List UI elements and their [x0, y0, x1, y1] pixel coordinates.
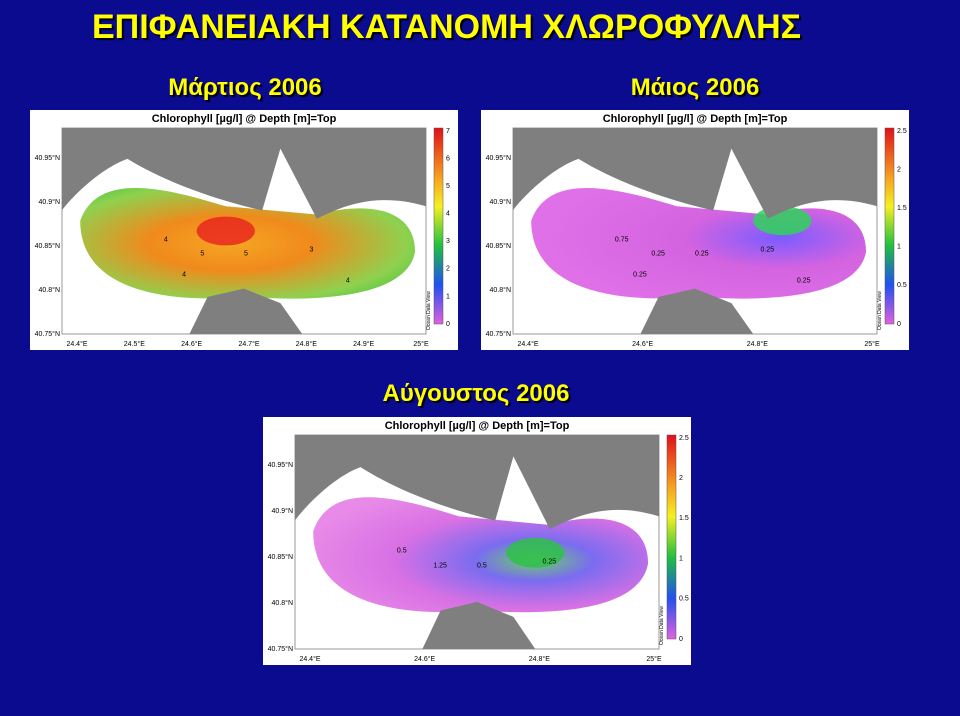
colorbar-label: 6 — [446, 155, 450, 162]
map-panel: Chlorophyll [µg/l] @ Depth [m]=Top 0.75 0.… — [481, 110, 909, 350]
map-subtitle: Μάιος 2006 — [630, 74, 760, 101]
lat-label: 40.9°N — [39, 198, 60, 206]
contour-label: 3 — [310, 247, 314, 254]
colorbar-label: 2 — [897, 166, 901, 173]
hotspot — [196, 216, 255, 246]
contour-label: 5 — [200, 251, 204, 258]
map-panel: Chlorophyll [µg/l] @ Depth [m]=Top 0.5 1.2… — [263, 417, 691, 665]
lon-label: 24.8°E — [529, 655, 550, 663]
colorbar-label: 0 — [446, 321, 450, 328]
colorbar-label: 3 — [446, 238, 450, 245]
credit: Ocean Data View — [877, 291, 883, 330]
colorbar-label: 1 — [446, 293, 450, 300]
credit: Ocean Data View — [426, 291, 432, 330]
map-panel: Chlorophyll [µg/l] @ Depth [m]=Top 4 5 5 3 4 4… — [30, 110, 458, 350]
map-subtitle: Μάρτιος 2006 — [168, 74, 322, 101]
colorbar-label: 1.5 — [679, 515, 689, 522]
lat-label: 40.9°N — [272, 507, 293, 515]
land — [640, 288, 754, 334]
lat-label: 40.8°N — [272, 599, 293, 607]
lon-label: 24.8°E — [747, 340, 768, 348]
colorbar-label: 0 — [897, 321, 901, 328]
contour-label: 5 — [244, 251, 248, 258]
contour-label: 0.5 — [477, 563, 487, 570]
lon-label: 25°E — [413, 340, 429, 348]
map-title: Chlorophyll [µg/l] @ Depth [m]=Top — [152, 113, 337, 125]
land — [62, 128, 426, 219]
colorbar-label: 0.5 — [897, 282, 907, 289]
lat-label: 40.75°N — [268, 645, 293, 653]
lon-label: 24.6°E — [414, 655, 435, 663]
colorbar-label: 1 — [897, 244, 901, 251]
lat-label: 40.9°N — [490, 198, 511, 206]
credit: Ocean Data View — [659, 606, 665, 645]
lon-label: 24.7°E — [238, 340, 259, 348]
land — [189, 288, 303, 334]
colorbar-label: 2 — [446, 266, 450, 273]
colorbar-label: 2.5 — [897, 128, 907, 135]
land — [513, 128, 877, 219]
contour-label: 4 — [346, 278, 350, 285]
map-title: Chlorophyll [µg/l] @ Depth [m]=Top — [603, 113, 788, 125]
water-field — [80, 187, 416, 299]
contour-label: 0.25 — [695, 251, 709, 258]
contour-label: 1.25 — [433, 563, 447, 570]
lat-label: 40.75°N — [35, 330, 60, 338]
colorbar-label: 0.5 — [679, 596, 689, 603]
slide-title: ΕΠΙΦΑΝΕΙΑΚΗ ΚΑΤΑΝΟΜΗ ΧΛΩΡΟΦΥΛΛΗΣ — [92, 8, 802, 46]
lat-label: 40.95°N — [268, 461, 293, 469]
contour-label: 0.25 — [761, 247, 775, 254]
colorbar-label: 2.5 — [679, 435, 689, 442]
lon-label: 25°E — [864, 340, 880, 348]
land — [295, 435, 659, 530]
lat-label: 40.85°N — [486, 242, 511, 250]
map-subtitle: Αύγουστος 2006 — [382, 380, 570, 407]
lat-label: 40.95°N — [486, 154, 511, 162]
colorbar — [433, 127, 444, 325]
lat-label: 40.85°N — [268, 553, 293, 561]
lon-label: 24.9°E — [353, 340, 374, 348]
contour-label: 0.25 — [543, 558, 557, 565]
lon-label: 24.4°E — [66, 340, 87, 348]
lat-label: 40.95°N — [35, 154, 60, 162]
colorbar-label: 5 — [446, 183, 450, 190]
colorbar-label: 4 — [446, 211, 450, 218]
colorbar-label: 2 — [679, 475, 683, 482]
contour-label: 4 — [182, 271, 186, 278]
lon-label: 24.8°E — [296, 340, 317, 348]
contour-label: 0.75 — [615, 236, 629, 243]
land — [422, 601, 536, 649]
hotspot — [506, 537, 565, 568]
map-title: Chlorophyll [µg/l] @ Depth [m]=Top — [385, 420, 570, 432]
contour-label: 0.5 — [397, 548, 407, 555]
colorbar — [666, 434, 677, 640]
colorbar — [884, 127, 895, 325]
contour-label: 4 — [164, 236, 168, 243]
lat-label: 40.75°N — [486, 330, 511, 338]
colorbar-label: 1 — [679, 555, 683, 562]
contour-label: 0.25 — [633, 271, 647, 278]
lon-label: 25°E — [646, 655, 662, 663]
colorbar-label: 7 — [446, 128, 450, 135]
colorbar-label: 1.5 — [897, 205, 907, 212]
contour-label: 0.25 — [797, 278, 811, 285]
lon-label: 24.6°E — [181, 340, 202, 348]
lon-label: 24.4°E — [517, 340, 538, 348]
lon-label: 24.6°E — [632, 340, 653, 348]
lon-label: 24.4°E — [299, 655, 320, 663]
water-field — [313, 497, 649, 613]
colorbar-label: 0 — [679, 636, 683, 643]
lat-label: 40.8°N — [490, 286, 511, 294]
contour-label: 0.25 — [651, 251, 665, 258]
lat-label: 40.85°N — [35, 242, 60, 250]
lat-label: 40.8°N — [39, 286, 60, 294]
lon-label: 24.5°E — [124, 340, 145, 348]
